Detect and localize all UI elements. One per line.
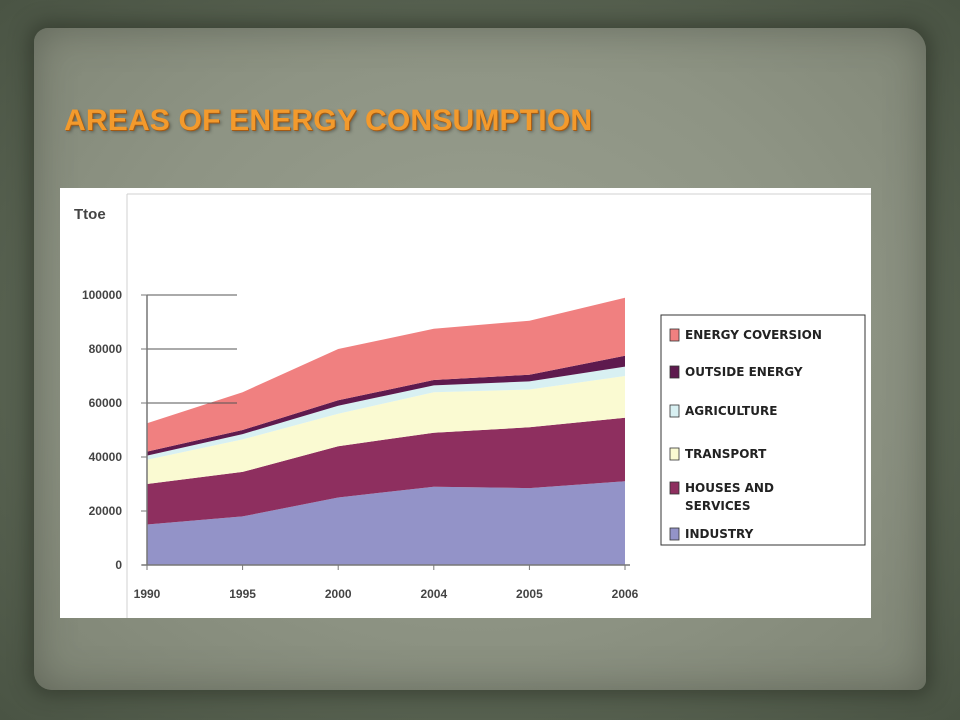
y-tick-label: 100000 (82, 288, 122, 302)
area-energy-coversion (147, 297, 625, 452)
legend-label-houses-and-services: HOUSES AND (685, 481, 774, 495)
axes-group (126, 193, 871, 618)
legend-box (660, 314, 866, 546)
slide-title: AREAS OF ENERGY CONSUMPTION (64, 104, 593, 137)
legend-label-houses-and-services: SERVICES (685, 499, 750, 513)
legend-label-transport: TRANSPORT (685, 447, 767, 461)
legend-swatch-energy-coversion (669, 328, 680, 342)
legend-label-outside-energy: OUTSIDE ENERGY (685, 365, 803, 379)
legend-swatch-outside-energy (669, 365, 680, 379)
area-outside-energy (147, 355, 625, 456)
legend-swatch-transport (669, 447, 680, 461)
x-tick-label: 1990 (134, 587, 161, 601)
legend-swatch-houses-and-services (669, 481, 680, 495)
area-agriculture (147, 366, 625, 460)
stacked-area-chart: 100000 80000 60000 40000 20000 0 1990 1995 2000 2… (74, 193, 871, 618)
area-series-group (147, 297, 625, 565)
legend-label-agriculture: AGRICULTURE (685, 404, 777, 418)
legend-swatch-industry (669, 527, 680, 541)
legend-group: ENERGY COVERSION OUTSIDE ENERGY AGRICULTUR… (660, 314, 866, 546)
area-industry (147, 481, 625, 565)
y-tick-label: 80000 (89, 342, 123, 356)
x-tick-label: 1995 (229, 587, 256, 601)
legend-label-energy-coversion: ENERGY COVERSION (685, 328, 822, 342)
y-tick-label: 40000 (89, 450, 123, 464)
area-houses-and-services (147, 417, 625, 525)
legend-label-industry: INDUSTRY (685, 527, 754, 541)
y-axis-unit-label: Ttoe (74, 206, 106, 223)
x-tick-label: 2004 (420, 587, 447, 601)
y-tick-label: 60000 (89, 396, 123, 410)
area-transport (147, 376, 625, 484)
x-tick-label: 2006 (612, 587, 639, 601)
y-tick-label: 0 (115, 558, 122, 572)
x-tick-label: 2000 (325, 587, 352, 601)
chart-panel: 100000 80000 60000 40000 20000 0 1990 1995 2000 2… (60, 188, 871, 618)
x-tick-label: 2005 (516, 587, 543, 601)
y-tick-label: 20000 (89, 504, 123, 518)
legend-swatch-agriculture (669, 404, 680, 418)
tick-labels-group: 100000 80000 60000 40000 20000 0 1990 1995 2000 2… (74, 206, 639, 601)
